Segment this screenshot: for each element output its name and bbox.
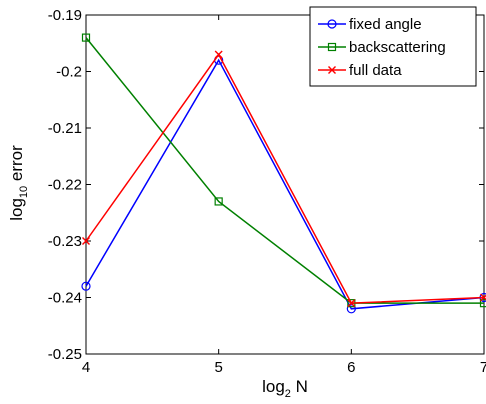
y-axis-label-subscript: 10 (18, 186, 30, 198)
x-axis-label: log2 N (262, 377, 308, 400)
legend-marker (328, 66, 336, 74)
legend-label: fixed angle (349, 16, 422, 33)
data-point-fixed-angle (346, 304, 356, 314)
x-axis-label-subscript: 2 (285, 388, 291, 400)
y-tick-label: -0.22 (48, 177, 82, 194)
series-layer (81, 33, 486, 314)
series-line-backscattering (85, 37, 484, 304)
x-axis-label-base: log (262, 377, 285, 396)
y-tick-label: -0.24 (48, 290, 82, 307)
x-tick-label: 7 (480, 359, 486, 376)
legend: fixed angle backscattering full data (309, 6, 477, 87)
data-point-full-data (480, 293, 486, 302)
legend-item-full-data: full data (318, 62, 402, 79)
data-point-full-data (82, 237, 90, 245)
y-tick-label: -0.2 (56, 64, 82, 81)
y-tick-label: -0.23 (48, 233, 82, 250)
legend-label: full data (349, 62, 402, 79)
y-axis-label-rest: error (7, 145, 26, 186)
legend-marker (327, 19, 337, 29)
x-tick-label: 5 (214, 359, 222, 376)
data-point-backscattering (479, 299, 486, 308)
series-full-data (82, 50, 486, 308)
y-tick-label: -0.19 (48, 7, 82, 24)
x-axis-label-rest: N (291, 377, 308, 396)
data-point-fixed-angle (81, 281, 91, 291)
axis-ticks: 4 5 6 7 -0.25 -0.24 -0.23 -0.22 -0.21 -0.2 -0.19 (48, 7, 486, 376)
legend-label: backscattering (349, 39, 446, 56)
legend-item-fixed-angle: fixed angle (318, 16, 422, 33)
y-axis-label-base: log (7, 198, 26, 221)
data-point-full-data (347, 299, 356, 308)
data-point-backscattering (214, 197, 223, 206)
y-tick-label: -0.25 (48, 346, 82, 363)
x-tick-label: 6 (347, 359, 355, 376)
y-tick-label: -0.21 (48, 120, 82, 137)
data-point-backscattering (81, 33, 91, 42)
y-axis-label: log10 error (7, 145, 30, 221)
x-tick-label: 4 (82, 359, 90, 376)
legend-marker (327, 42, 337, 52)
legend-item-backscattering: backscattering (318, 39, 446, 56)
series-line-full-data (85, 53, 485, 304)
data-point-full-data (214, 50, 223, 59)
